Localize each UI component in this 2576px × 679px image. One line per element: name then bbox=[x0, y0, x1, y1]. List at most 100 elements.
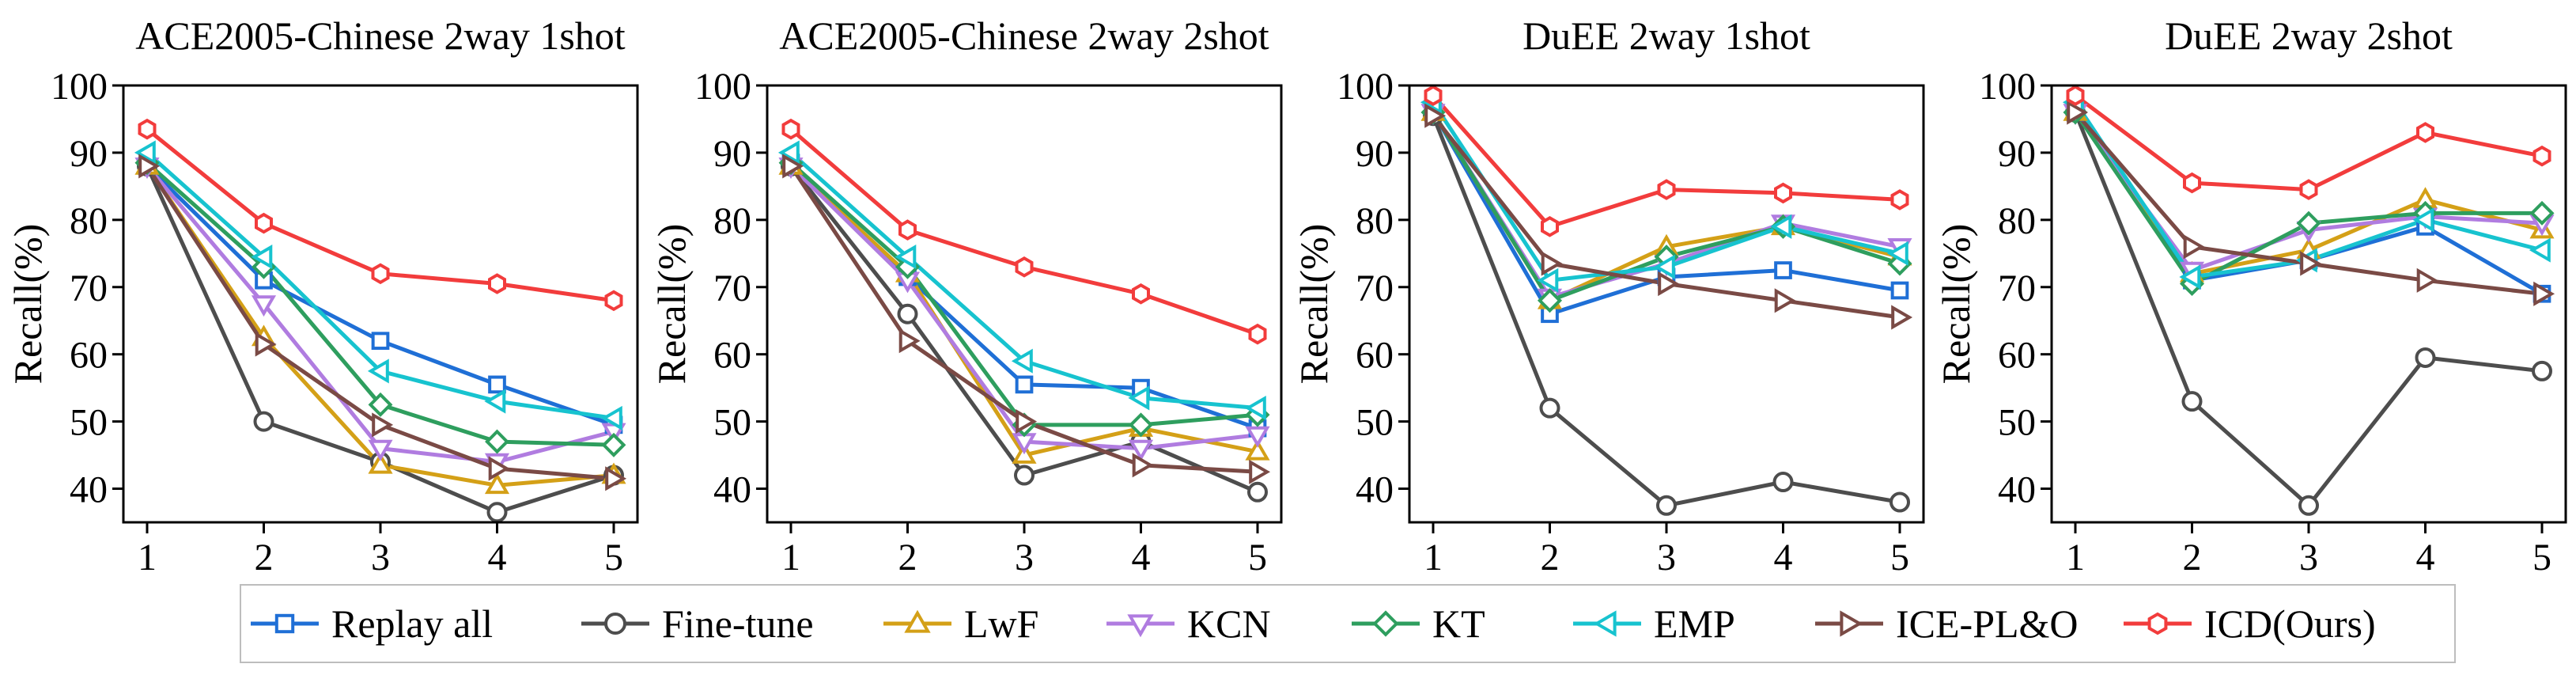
data-point bbox=[782, 154, 804, 179]
legend-marker bbox=[604, 613, 626, 635]
data-point bbox=[601, 432, 626, 457]
data-point bbox=[1424, 103, 1447, 128]
y-tick-label: 40 bbox=[70, 469, 108, 511]
legend-label: ICE-PL&O bbox=[1896, 601, 2079, 646]
legend-swatch bbox=[883, 609, 951, 633]
y-axis-label: Recall(%) bbox=[1934, 224, 1978, 385]
chart-title: ACE2005-Chinese 2way 2shot bbox=[779, 13, 1269, 58]
chart-panel-3: DuEE 2way 1shot Recall(%) 40 50 60 70 80 90 100 1… bbox=[1292, 13, 1925, 578]
legend-marker bbox=[1372, 610, 1399, 637]
legend-swatch bbox=[251, 613, 319, 634]
data-point bbox=[1653, 254, 1675, 279]
chart-panel-1: ACE2005-Chinese 2way 1shot Recall(%) 40 50 6… bbox=[6, 13, 639, 578]
y-tick-label: 70 bbox=[1356, 267, 1394, 309]
legend-label: LwF bbox=[964, 601, 1039, 646]
data-point bbox=[488, 273, 506, 294]
legend-item: ICD(Ours) bbox=[2122, 586, 2376, 662]
data-point bbox=[138, 118, 157, 140]
data-point bbox=[371, 332, 390, 351]
data-point bbox=[2179, 264, 2201, 290]
data-point bbox=[1537, 267, 1559, 293]
data-point bbox=[488, 375, 506, 394]
data-point bbox=[777, 140, 800, 165]
plot-frame bbox=[2050, 84, 2567, 524]
data-point bbox=[1011, 348, 1033, 374]
data-point bbox=[898, 328, 921, 354]
x-tick-label: 5 bbox=[1890, 537, 1909, 578]
legend-label: Replay all bbox=[331, 601, 494, 646]
data-point bbox=[2533, 281, 2555, 306]
data-point bbox=[2183, 172, 2201, 194]
data-point bbox=[898, 219, 917, 241]
legend-item: LwF bbox=[882, 586, 1038, 662]
legend-item: Fine-tune bbox=[580, 586, 814, 662]
series-line-kcn bbox=[146, 165, 615, 465]
data-point bbox=[1889, 491, 1910, 513]
y-tick-label: 70 bbox=[713, 267, 751, 309]
y-tick-label: 40 bbox=[713, 469, 751, 511]
data-point bbox=[134, 140, 156, 165]
data-point bbox=[1128, 439, 1154, 461]
legend-swatch bbox=[1352, 610, 1420, 637]
legend-marker bbox=[904, 609, 931, 633]
data-point bbox=[1891, 305, 1913, 330]
y-tick-label: 60 bbox=[1998, 335, 2036, 377]
y-tick-label: 80 bbox=[713, 200, 751, 242]
legend-item: Replay all bbox=[249, 586, 493, 662]
data-point bbox=[1541, 251, 1563, 276]
data-point bbox=[600, 405, 622, 431]
data-point bbox=[255, 212, 273, 234]
plot-frame bbox=[766, 84, 1283, 524]
data-point bbox=[1132, 283, 1150, 305]
data-point bbox=[897, 303, 918, 324]
data-point bbox=[1658, 271, 1680, 297]
x-tick-label: 2 bbox=[898, 537, 917, 578]
legend-item: KT bbox=[1350, 586, 1485, 662]
y-axis-label: Recall(%) bbox=[1292, 224, 1336, 385]
data-point bbox=[251, 245, 273, 270]
data-point bbox=[2296, 211, 2321, 236]
data-point bbox=[1656, 495, 1677, 516]
legend-swatch bbox=[581, 613, 649, 635]
y-tick-label: 50 bbox=[70, 402, 108, 444]
data-point bbox=[1774, 288, 1796, 313]
x-tick-label: 5 bbox=[1248, 537, 1267, 578]
legend-item: KCN bbox=[1105, 586, 1271, 662]
legend-swatch bbox=[1573, 610, 1641, 637]
x-tick-label: 2 bbox=[1541, 537, 1560, 578]
data-point bbox=[2300, 251, 2322, 276]
series-line-fine-tune bbox=[2073, 112, 2543, 508]
y-tick-label: 70 bbox=[70, 267, 108, 309]
y-tick-label: 60 bbox=[713, 335, 751, 377]
charts-area: ACE2005-Chinese 2way 1shot Recall(%) 40 50 6… bbox=[6, 13, 2567, 578]
x-tick-label: 2 bbox=[255, 537, 274, 578]
data-point bbox=[2529, 200, 2555, 226]
data-point bbox=[1772, 472, 1794, 493]
chart-title: DuEE 2way 1shot bbox=[1523, 13, 1810, 58]
legend-label: KCN bbox=[1187, 601, 1271, 646]
data-point bbox=[251, 295, 277, 317]
data-point bbox=[1537, 288, 1563, 313]
series-line-replay-all bbox=[146, 165, 615, 427]
y-tick-label: 50 bbox=[1356, 402, 1394, 444]
y-tick-label: 50 bbox=[713, 402, 751, 444]
data-point bbox=[2415, 347, 2436, 368]
data-point bbox=[1248, 323, 1267, 345]
data-point bbox=[2416, 122, 2434, 143]
data-point bbox=[2066, 85, 2085, 107]
x-tick-label: 3 bbox=[2299, 537, 2318, 578]
legend-swatch bbox=[1815, 610, 1883, 637]
data-point bbox=[1015, 375, 1034, 394]
x-tick-label: 4 bbox=[488, 537, 507, 578]
y-tick-label: 90 bbox=[1356, 133, 1394, 175]
legend-label: ICD(Ours) bbox=[2204, 601, 2376, 646]
y-tick-label: 70 bbox=[1998, 267, 2036, 309]
data-point bbox=[1890, 281, 1909, 300]
x-tick-label: 4 bbox=[1132, 537, 1151, 578]
data-point bbox=[1128, 385, 1150, 411]
data-point bbox=[485, 429, 509, 454]
data-point bbox=[368, 392, 393, 417]
data-point bbox=[2416, 267, 2438, 293]
y-axis-label: Recall(%) bbox=[6, 224, 50, 385]
legend-label: Fine-tune bbox=[662, 601, 814, 646]
